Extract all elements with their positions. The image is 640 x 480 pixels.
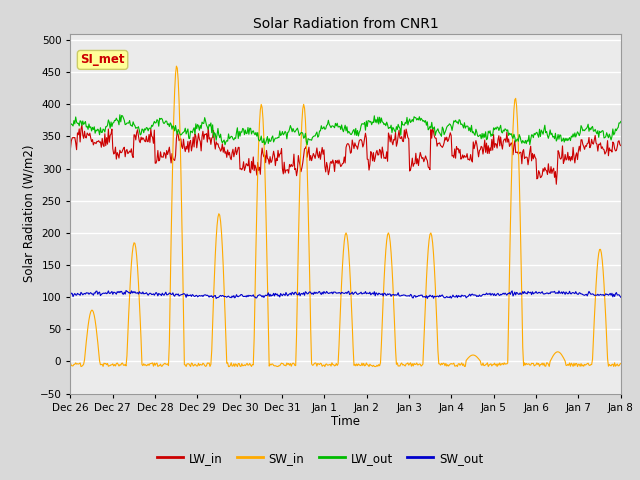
Y-axis label: Solar Radiation (W/m2): Solar Radiation (W/m2) (22, 145, 35, 282)
Title: Solar Radiation from CNR1: Solar Radiation from CNR1 (253, 17, 438, 31)
LW_out (116, 112, 124, 118)
Line: LW_in: LW_in (70, 125, 621, 184)
LW_in (261, 152, 269, 158)
Line: SW_in: SW_in (70, 66, 621, 367)
Legend: LW_in, SW_in, LW_out, SW_out: LW_in, SW_in, LW_out, SW_out (152, 447, 488, 469)
SW_out (334, 290, 342, 296)
LW_out (96, 132, 104, 138)
SW_out (212, 296, 220, 301)
SW_out (122, 288, 130, 293)
LW_in (78, 122, 86, 128)
SW_out (289, 290, 297, 296)
SW_out (617, 294, 625, 300)
SW_in (225, 364, 232, 370)
LW_in (67, 146, 74, 152)
LW_in (97, 139, 104, 145)
SW_in (96, 358, 104, 364)
LW_out (334, 124, 342, 130)
LW_out (240, 126, 248, 132)
SW_out (588, 291, 595, 297)
Text: SI_met: SI_met (80, 53, 125, 66)
SW_in (67, 360, 74, 366)
LW_out (617, 119, 625, 124)
SW_out (240, 294, 248, 300)
LW_out (67, 122, 74, 128)
Line: SW_out: SW_out (70, 290, 621, 299)
X-axis label: Time: Time (331, 415, 360, 429)
SW_in (617, 360, 625, 366)
SW_in (289, 360, 297, 366)
LW_in (288, 164, 296, 169)
LW_in (552, 181, 560, 187)
SW_in (334, 361, 342, 367)
LW_in (239, 165, 246, 171)
SW_out (96, 289, 104, 295)
SW_in (262, 196, 269, 202)
LW_out (289, 126, 297, 132)
LW_in (333, 157, 341, 163)
SW_in (588, 361, 595, 367)
LW_in (617, 143, 625, 148)
LW_out (262, 140, 269, 145)
SW_out (262, 292, 269, 298)
LW_out (588, 125, 595, 131)
Line: LW_out: LW_out (70, 115, 621, 145)
LW_out (221, 142, 229, 148)
SW_out (67, 292, 74, 298)
LW_in (588, 136, 595, 142)
SW_in (173, 63, 180, 69)
SW_in (240, 363, 248, 369)
